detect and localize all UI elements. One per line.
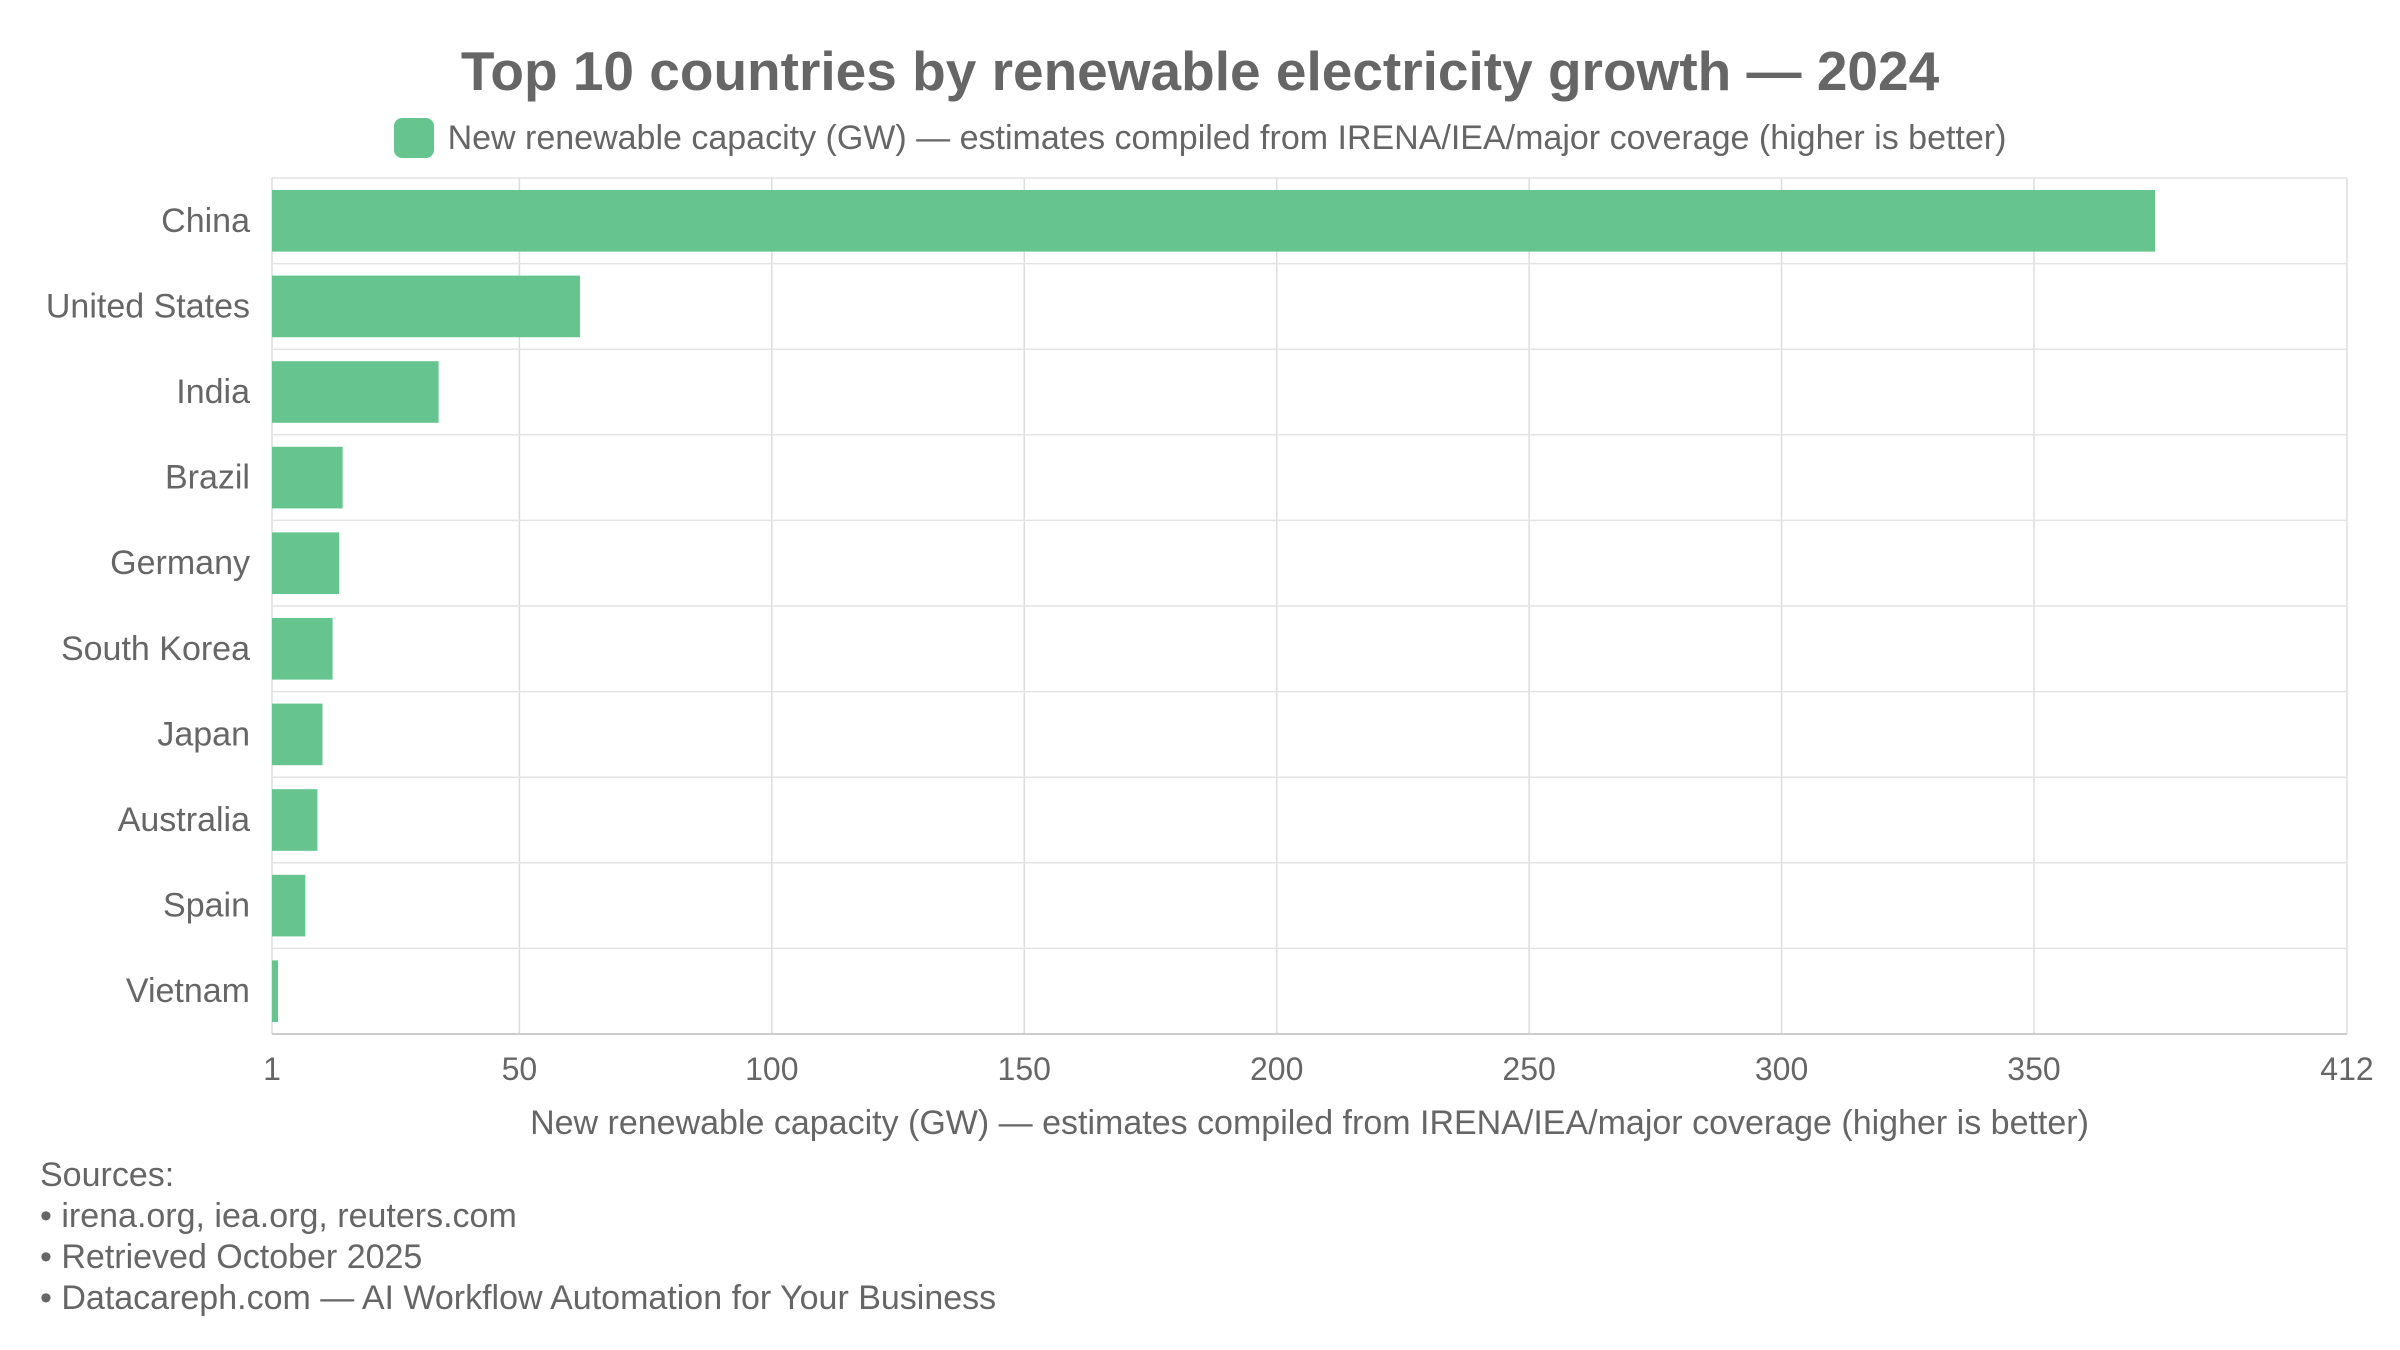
- x-tick-label: 200: [1250, 1051, 1303, 1087]
- category-label: Japan: [157, 715, 250, 753]
- bar-united-states: [272, 275, 580, 338]
- bar-spain: [272, 874, 306, 937]
- chart-title: Top 10 countries by renewable electricit…: [460, 40, 1940, 102]
- category-label: South Korea: [61, 630, 250, 668]
- legend-label: New renewable capacity (GW) — estimates …: [447, 118, 2007, 157]
- bar-japan: [272, 703, 323, 766]
- category-label: United States: [46, 287, 250, 325]
- bar-brazil: [272, 446, 343, 509]
- x-tick-label: 1: [263, 1051, 281, 1087]
- chart-legend[interactable]: New renewable capacity (GW) — estimates …: [0, 118, 2400, 158]
- bar-south-korea: [272, 617, 333, 680]
- source-item: • Datacareph.com — AI Workflow Automatio…: [40, 1279, 997, 1317]
- category-label: China: [161, 202, 250, 240]
- bar-china: [272, 189, 2156, 252]
- x-tick-label: 250: [1502, 1051, 1555, 1087]
- category-label: Australia: [118, 801, 250, 839]
- x-tick-label: 100: [745, 1051, 798, 1087]
- bar-germany: [272, 532, 340, 595]
- category-label: Spain: [163, 887, 250, 925]
- category-label: India: [176, 373, 250, 411]
- x-axis-title: New renewable capacity (GW) — estimates …: [530, 1104, 2089, 1142]
- source-item: • irena.org, iea.org, reuters.com: [40, 1197, 517, 1235]
- sources-block: Sources: • irena.org, iea.org, reuters.c…: [40, 1155, 996, 1319]
- x-tick-label: 412: [2320, 1051, 2373, 1087]
- x-tick-label: 300: [1755, 1051, 1808, 1087]
- category-label: Germany: [110, 544, 250, 582]
- bar-vietnam: [272, 960, 279, 1023]
- category-label: Vietnam: [126, 972, 250, 1010]
- x-tick-label: 50: [502, 1051, 538, 1087]
- bar-australia: [272, 789, 318, 851]
- sources-heading: Sources:: [40, 1156, 175, 1194]
- x-tick-label: 150: [998, 1051, 1051, 1087]
- source-item: • Retrieved October 2025: [40, 1238, 423, 1276]
- x-tick-label: 350: [2007, 1051, 2060, 1087]
- bar-india: [272, 361, 439, 423]
- category-label: Brazil: [165, 459, 250, 497]
- legend-swatch: [393, 118, 434, 158]
